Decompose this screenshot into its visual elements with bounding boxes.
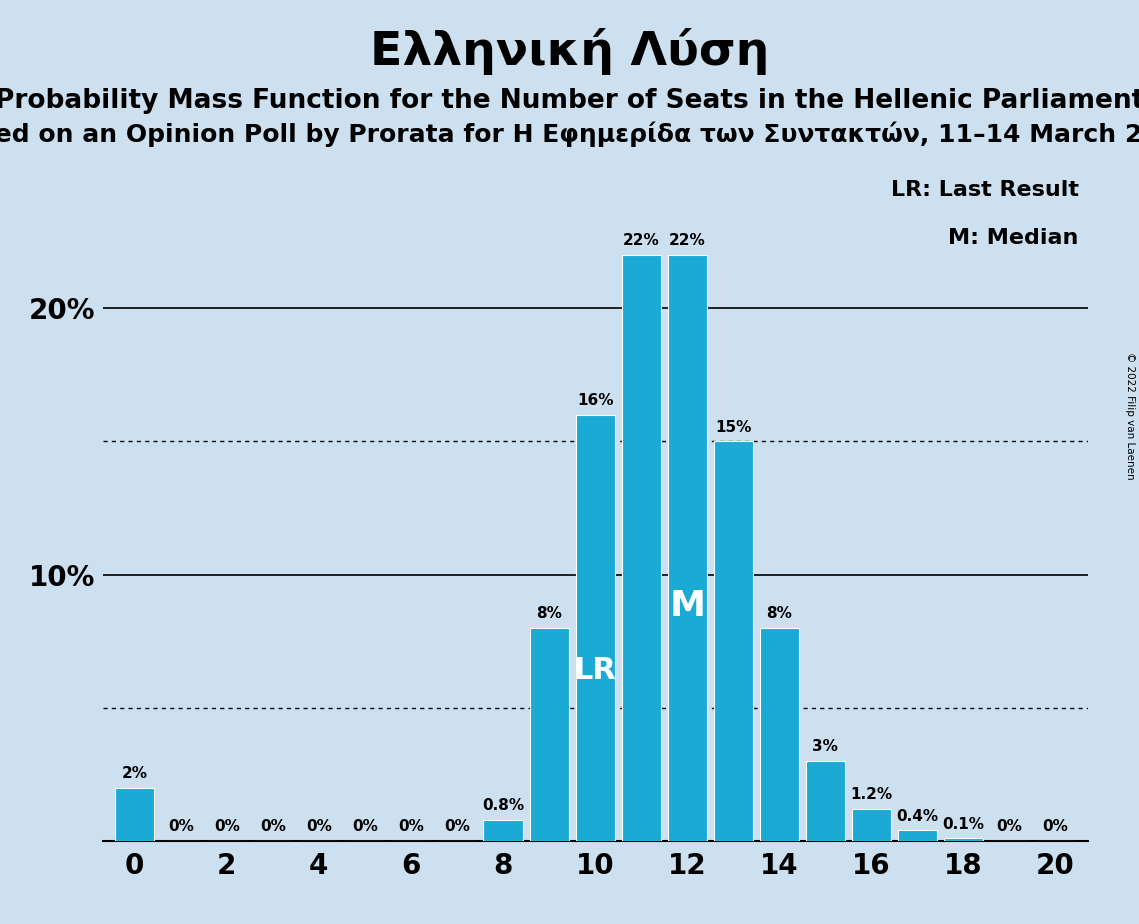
Text: 3%: 3% (812, 739, 838, 754)
Text: 0%: 0% (214, 820, 239, 834)
Text: Based on an Opinion Poll by Prorata for Η Εφημερίδα των Συντακτών, 11–14 March 2: Based on an Opinion Poll by Prorata for … (0, 122, 1139, 148)
Text: Probability Mass Function for the Number of Seats in the Hellenic Parliament: Probability Mass Function for the Number… (0, 88, 1139, 114)
Text: 0%: 0% (997, 820, 1023, 834)
Text: LR: LR (574, 656, 616, 685)
Text: M: Median: M: Median (948, 228, 1079, 249)
Text: 0.4%: 0.4% (896, 808, 939, 823)
Text: 0%: 0% (167, 820, 194, 834)
Text: 0%: 0% (398, 820, 424, 834)
Bar (622, 255, 661, 841)
Text: 0%: 0% (306, 820, 331, 834)
Bar (714, 442, 753, 841)
Bar (805, 761, 845, 841)
Text: 0%: 0% (1042, 820, 1068, 834)
Text: 0.8%: 0.8% (482, 798, 524, 813)
Text: M: M (670, 590, 705, 624)
Text: 8%: 8% (536, 606, 562, 621)
Text: 8%: 8% (767, 606, 793, 621)
Text: Ελληνική Λύση: Ελληνική Λύση (370, 28, 769, 75)
Text: 0%: 0% (260, 820, 286, 834)
Text: 22%: 22% (623, 233, 659, 249)
Text: 16%: 16% (576, 393, 614, 408)
Bar (898, 830, 937, 841)
Text: 2%: 2% (122, 766, 148, 781)
Text: 1.2%: 1.2% (851, 787, 893, 802)
Bar (944, 838, 983, 841)
Text: 0%: 0% (352, 820, 378, 834)
Text: 0.1%: 0.1% (942, 817, 984, 832)
Text: 0%: 0% (444, 820, 470, 834)
Bar (760, 627, 798, 841)
Text: © 2022 Filip van Laenen: © 2022 Filip van Laenen (1125, 352, 1134, 480)
Bar (575, 415, 615, 841)
Bar (115, 787, 154, 841)
Text: 22%: 22% (669, 233, 705, 249)
Text: LR: Last Result: LR: Last Result (891, 180, 1079, 201)
Bar (483, 820, 523, 841)
Bar (852, 808, 891, 841)
Text: 15%: 15% (715, 419, 752, 434)
Bar (667, 255, 707, 841)
Bar (530, 627, 568, 841)
